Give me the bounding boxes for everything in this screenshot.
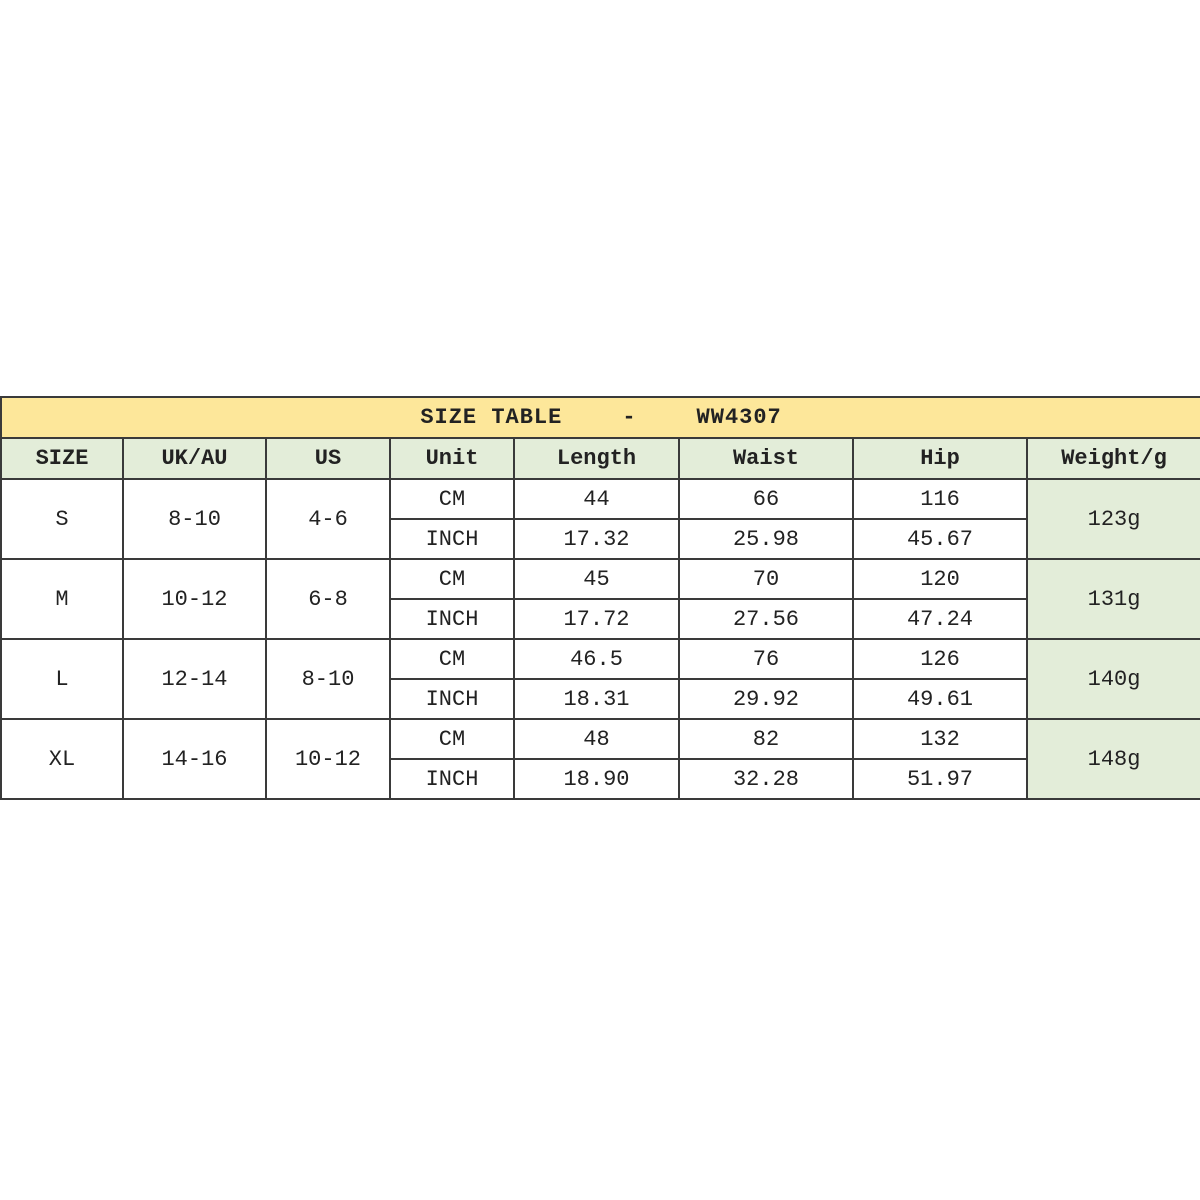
cell-length: 48 [513, 718, 680, 760]
cell-unit: INCH [389, 518, 515, 560]
cell-hip: 45.67 [852, 518, 1028, 560]
cell-unit: CM [389, 478, 515, 520]
cell-waist: 25.98 [678, 518, 854, 560]
cell-unit: INCH [389, 758, 515, 800]
cell-us: 10-12 [265, 718, 391, 800]
cell-length: 17.32 [513, 518, 680, 560]
table-title: SIZE TABLE - WW4307 [0, 396, 1200, 439]
header-waist: Waist [678, 437, 854, 480]
cell-length: 17.72 [513, 598, 680, 640]
cell-unit: CM [389, 638, 515, 680]
cell-hip: 120 [852, 558, 1028, 600]
cell-size: L [0, 638, 124, 720]
cell-waist: 82 [678, 718, 854, 760]
header-hip: Hip [852, 437, 1028, 480]
cell-hip: 116 [852, 478, 1028, 520]
cell-hip: 126 [852, 638, 1028, 680]
table-row-cm: XL 14-16 10-12 CM 48 82 132 148g [0, 718, 1200, 800]
table-row-inch: INCH 18.90 32.28 51.97 [1, 758, 1200, 800]
cell-unit: CM [389, 718, 515, 760]
table-row-inch: INCH 17.72 27.56 47.24 [1, 598, 1200, 640]
cell-us: 6-8 [265, 558, 391, 640]
cell-waist: 76 [678, 638, 854, 680]
cell-weight: 140g [1025, 638, 1200, 720]
table-row-inch: INCH 18.31 29.92 49.61 [1, 678, 1200, 720]
title-row: SIZE TABLE - WW4307 [0, 396, 1200, 439]
cell-unit: CM [389, 558, 515, 600]
cell-uk-au: 8-10 [122, 478, 267, 560]
cell-waist: 66 [678, 478, 854, 520]
cell-uk-au: 12-14 [122, 638, 267, 720]
header-uk-au: UK/AU [122, 437, 267, 480]
title-separator: - [622, 405, 637, 430]
title-label: SIZE TABLE [420, 405, 563, 430]
cell-hip: 51.97 [852, 758, 1028, 800]
cell-weight: 148g [1025, 718, 1200, 800]
cell-size: XL [0, 718, 124, 800]
cell-length: 46.5 [513, 638, 680, 680]
cell-length: 44 [513, 478, 680, 520]
cell-length: 18.31 [513, 678, 680, 720]
header-weight: Weight/g [1025, 437, 1200, 480]
cell-length: 18.90 [513, 758, 680, 800]
cell-us: 4-6 [265, 478, 391, 560]
cell-waist: 29.92 [678, 678, 854, 720]
table-row-cm: S 8-10 4-6 CM 44 66 116 123g [0, 478, 1200, 560]
cell-unit: INCH [389, 678, 515, 720]
cell-waist: 27.56 [678, 598, 854, 640]
cell-length: 45 [513, 558, 680, 600]
cell-hip: 132 [852, 718, 1028, 760]
cell-waist: 70 [678, 558, 854, 600]
cell-hip: 47.24 [852, 598, 1028, 640]
table-row-inch: INCH 17.32 25.98 45.67 [1, 518, 1200, 560]
table-row-cm: M 10-12 6-8 CM 45 70 120 131g [0, 558, 1200, 640]
header-row: SIZE UK/AU US Unit Length Waist Hip Weig… [0, 437, 1200, 480]
cell-us: 8-10 [265, 638, 391, 720]
header-length: Length [513, 437, 680, 480]
cell-weight: 123g [1025, 478, 1200, 560]
cell-uk-au: 14-16 [122, 718, 267, 800]
header-us: US [265, 437, 391, 480]
header-unit: Unit [389, 437, 515, 480]
size-table: SIZE TABLE - WW4307 SIZE UK/AU US Unit Len… [0, 396, 1200, 800]
cell-unit: INCH [389, 598, 515, 640]
cell-hip: 49.61 [852, 678, 1028, 720]
cell-uk-au: 10-12 [122, 558, 267, 640]
table-row-cm: L 12-14 8-10 CM 46.5 76 126 140g [0, 638, 1200, 720]
cell-waist: 32.28 [678, 758, 854, 800]
cell-size: S [0, 478, 124, 560]
cell-size: M [0, 558, 124, 640]
header-size: SIZE [0, 437, 124, 480]
product-code: WW4307 [696, 405, 782, 430]
cell-weight: 131g [1025, 558, 1200, 640]
